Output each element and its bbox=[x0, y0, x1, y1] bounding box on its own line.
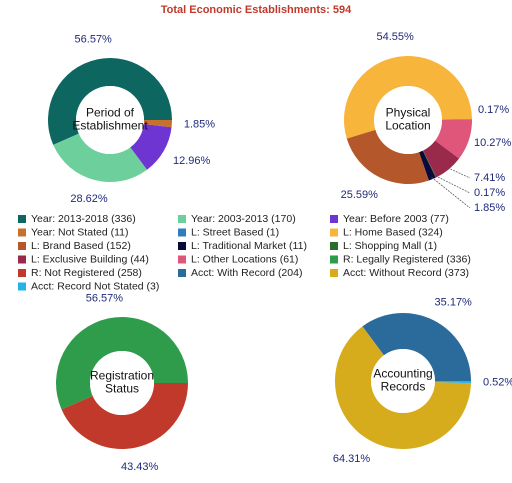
legend-label: Acct: Without Record (373) bbox=[343, 267, 469, 279]
center-label: Accounting bbox=[373, 367, 432, 381]
slice bbox=[419, 150, 436, 181]
leader-line bbox=[447, 167, 471, 179]
slice bbox=[130, 123, 172, 170]
leader-line bbox=[431, 177, 471, 209]
legend-swatch bbox=[178, 228, 186, 237]
value-label: 1.85% bbox=[474, 202, 505, 214]
legend-label: L: Shopping Mall (1) bbox=[343, 240, 437, 252]
chart-title: Total Economic Establishments: 594 bbox=[161, 4, 352, 16]
legend-label: L: Other Locations (61) bbox=[191, 253, 298, 265]
legend-swatch bbox=[178, 269, 186, 277]
legend-label: L: Brand Based (152) bbox=[31, 240, 131, 252]
legend-swatch bbox=[178, 215, 186, 223]
value-label: 0.17% bbox=[478, 104, 509, 116]
legend-label: Year: 2003-2013 (170) bbox=[191, 213, 296, 225]
legend-swatch bbox=[330, 255, 338, 264]
slice bbox=[435, 120, 472, 159]
value-label: 28.62% bbox=[70, 193, 108, 205]
legend-swatch bbox=[330, 215, 338, 223]
legend-swatch bbox=[178, 242, 186, 250]
center-label: Records bbox=[381, 380, 426, 394]
donut-hole bbox=[371, 349, 435, 413]
value-label: 12.96% bbox=[173, 155, 211, 167]
slice bbox=[346, 129, 429, 184]
center-label: Establishment bbox=[72, 119, 148, 133]
legend-label: Acct: Record Not Stated (3) bbox=[31, 280, 159, 292]
legend-swatch bbox=[18, 228, 26, 237]
legend-label: Acct: With Record (204) bbox=[191, 267, 302, 279]
legend-swatch bbox=[330, 228, 338, 237]
donut-hole bbox=[76, 86, 144, 154]
legend-swatch bbox=[18, 242, 26, 250]
donut-hole bbox=[374, 86, 442, 154]
legend-label: Year: Before 2003 (77) bbox=[343, 213, 449, 225]
legend-label: L: Home Based (324) bbox=[343, 226, 443, 238]
legend-swatch bbox=[330, 269, 338, 277]
slice bbox=[47, 57, 172, 145]
center-label: Period of bbox=[86, 106, 135, 120]
value-label: 1.85% bbox=[184, 119, 215, 131]
legend-label: Year: 2013-2018 (336) bbox=[31, 213, 136, 225]
slice bbox=[56, 317, 189, 410]
value-label: 35.17% bbox=[435, 296, 473, 308]
value-label: 0.52% bbox=[483, 376, 512, 388]
legend-swatch bbox=[18, 215, 26, 223]
value-label: 10.27% bbox=[474, 137, 512, 149]
value-label: 56.57% bbox=[86, 293, 124, 305]
slice bbox=[423, 140, 460, 178]
legend-swatch bbox=[18, 269, 26, 277]
legend-swatch bbox=[178, 255, 186, 264]
slice bbox=[335, 326, 471, 450]
center-label: Physical bbox=[386, 106, 431, 120]
slice bbox=[434, 381, 471, 384]
value-label: 43.43% bbox=[121, 461, 159, 473]
leader-line bbox=[435, 175, 471, 194]
legend-label: L: Exclusive Building (44) bbox=[31, 253, 149, 265]
value-label: 25.59% bbox=[341, 189, 379, 201]
legend-label: R: Not Registered (258) bbox=[31, 267, 142, 279]
value-label: 54.55% bbox=[377, 31, 415, 43]
slice bbox=[362, 313, 471, 381]
legend-swatch bbox=[18, 255, 26, 264]
slice bbox=[343, 56, 472, 139]
legend-label: L: Traditional Market (11) bbox=[191, 240, 307, 252]
value-label: 0.17% bbox=[474, 187, 505, 199]
value-label: 64.31% bbox=[333, 453, 371, 465]
slice bbox=[422, 150, 437, 178]
center-label: Location bbox=[385, 119, 430, 133]
center-label: Status bbox=[105, 382, 139, 396]
legend-label: L: Street Based (1) bbox=[191, 226, 279, 238]
legend-label: Year: Not Stated (11) bbox=[31, 226, 128, 238]
legend-label: R: Legally Registered (336) bbox=[343, 253, 471, 265]
value-label: 56.57% bbox=[75, 34, 113, 46]
slice bbox=[61, 383, 188, 449]
slice bbox=[143, 120, 172, 128]
center-label: Registration bbox=[90, 369, 154, 383]
legend-swatch bbox=[18, 282, 26, 291]
donut-hole bbox=[90, 351, 154, 415]
slice bbox=[53, 133, 148, 182]
slice bbox=[441, 119, 472, 120]
legend-swatch bbox=[330, 242, 338, 250]
value-label: 7.41% bbox=[474, 172, 505, 184]
